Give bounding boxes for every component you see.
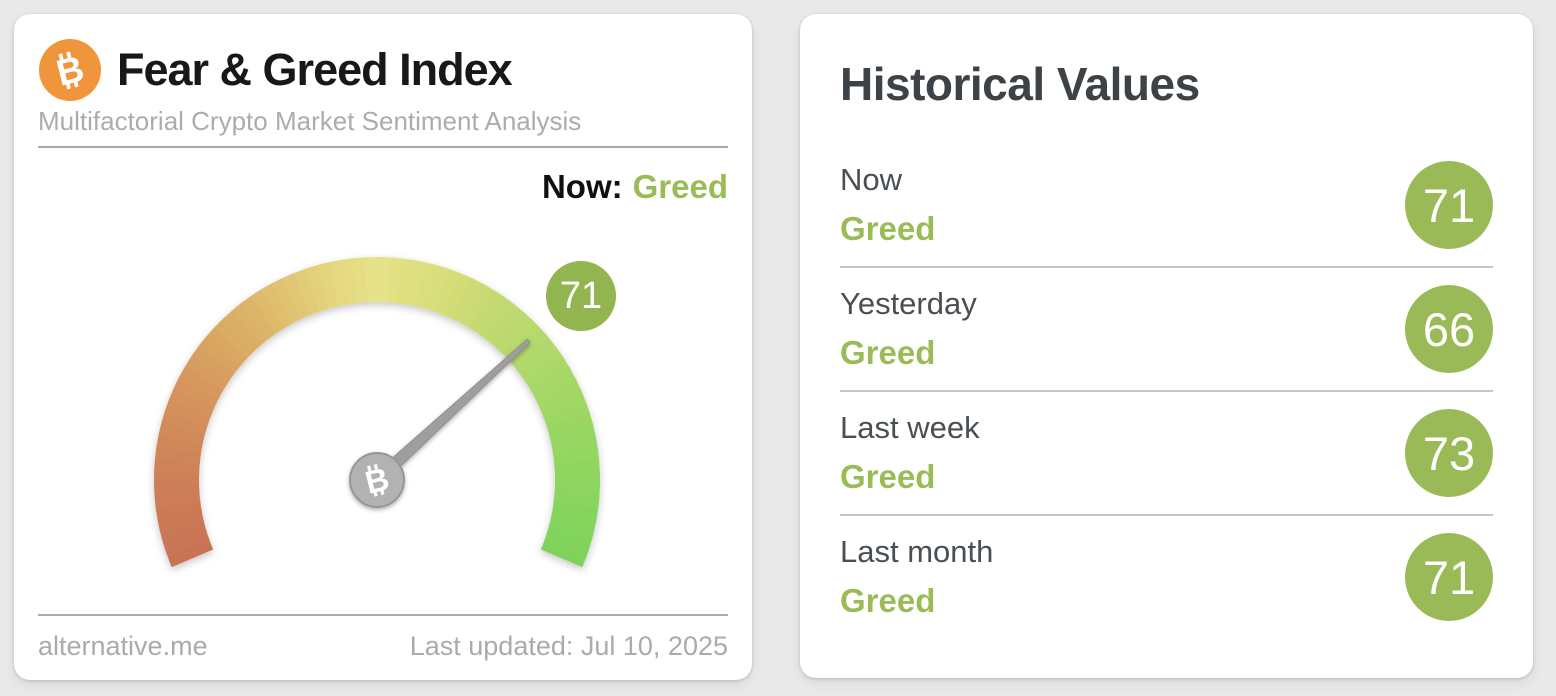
historical-row-yesterday: Yesterday Greed 66 <box>840 266 1493 390</box>
header-divider <box>38 146 728 148</box>
now-sentiment-value: Greed <box>632 168 728 205</box>
row-period-label: Now <box>840 162 903 197</box>
page-title: Fear & Greed Index <box>117 44 513 95</box>
card-footer: alternative.me Last updated: Jul 10, 202… <box>38 614 728 662</box>
gauge-needle: B <box>349 338 531 508</box>
row-sentiment: Greed <box>840 582 936 619</box>
fear-greed-index-card: B B Fear & Greed Index Multifactorial Cr… <box>14 14 752 680</box>
bitcoin-icon: B <box>39 39 101 101</box>
card-subtitle: Multifactorial Crypto Market Sentiment A… <box>38 106 582 136</box>
now-label: Now: <box>541 168 623 205</box>
last-updated-text: Last updated: Jul 10, 2025 <box>409 631 728 661</box>
row-value-badge: 73 <box>1405 409 1493 497</box>
historical-values-title: Historical Values <box>840 58 1200 110</box>
bitcoin-icon: B <box>349 452 405 508</box>
row-value-badge: 66 <box>1405 285 1493 373</box>
historical-row-last-month: Last month Greed 71 <box>840 514 1493 638</box>
footer-divider <box>38 614 728 616</box>
current-sentiment-line: Now: Greed <box>38 168 728 206</box>
card-header: B Fear & Greed Index <box>38 38 728 102</box>
historical-row-now: Now Greed 71 <box>840 144 1493 266</box>
row-period-label: Yesterday <box>840 286 977 321</box>
gauge-value-badge: 71 <box>546 261 616 331</box>
source-link[interactable]: alternative.me <box>38 631 208 661</box>
row-value-badge: 71 <box>1405 161 1493 249</box>
row-period-label: Last week <box>840 410 980 445</box>
row-sentiment: Greed <box>840 210 936 247</box>
fear-greed-gauge: B <box>154 256 601 568</box>
row-sentiment: Greed <box>840 334 936 371</box>
historical-values-card: Historical Values Now Greed 71 Yesterday… <box>800 14 1533 678</box>
historical-row-last-week: Last week Greed 73 <box>840 390 1493 514</box>
row-value-badge: 71 <box>1405 533 1493 621</box>
bitcoin-icon: B <box>39 39 101 101</box>
row-period-label: Last month <box>840 534 994 569</box>
row-sentiment: Greed <box>840 458 936 495</box>
